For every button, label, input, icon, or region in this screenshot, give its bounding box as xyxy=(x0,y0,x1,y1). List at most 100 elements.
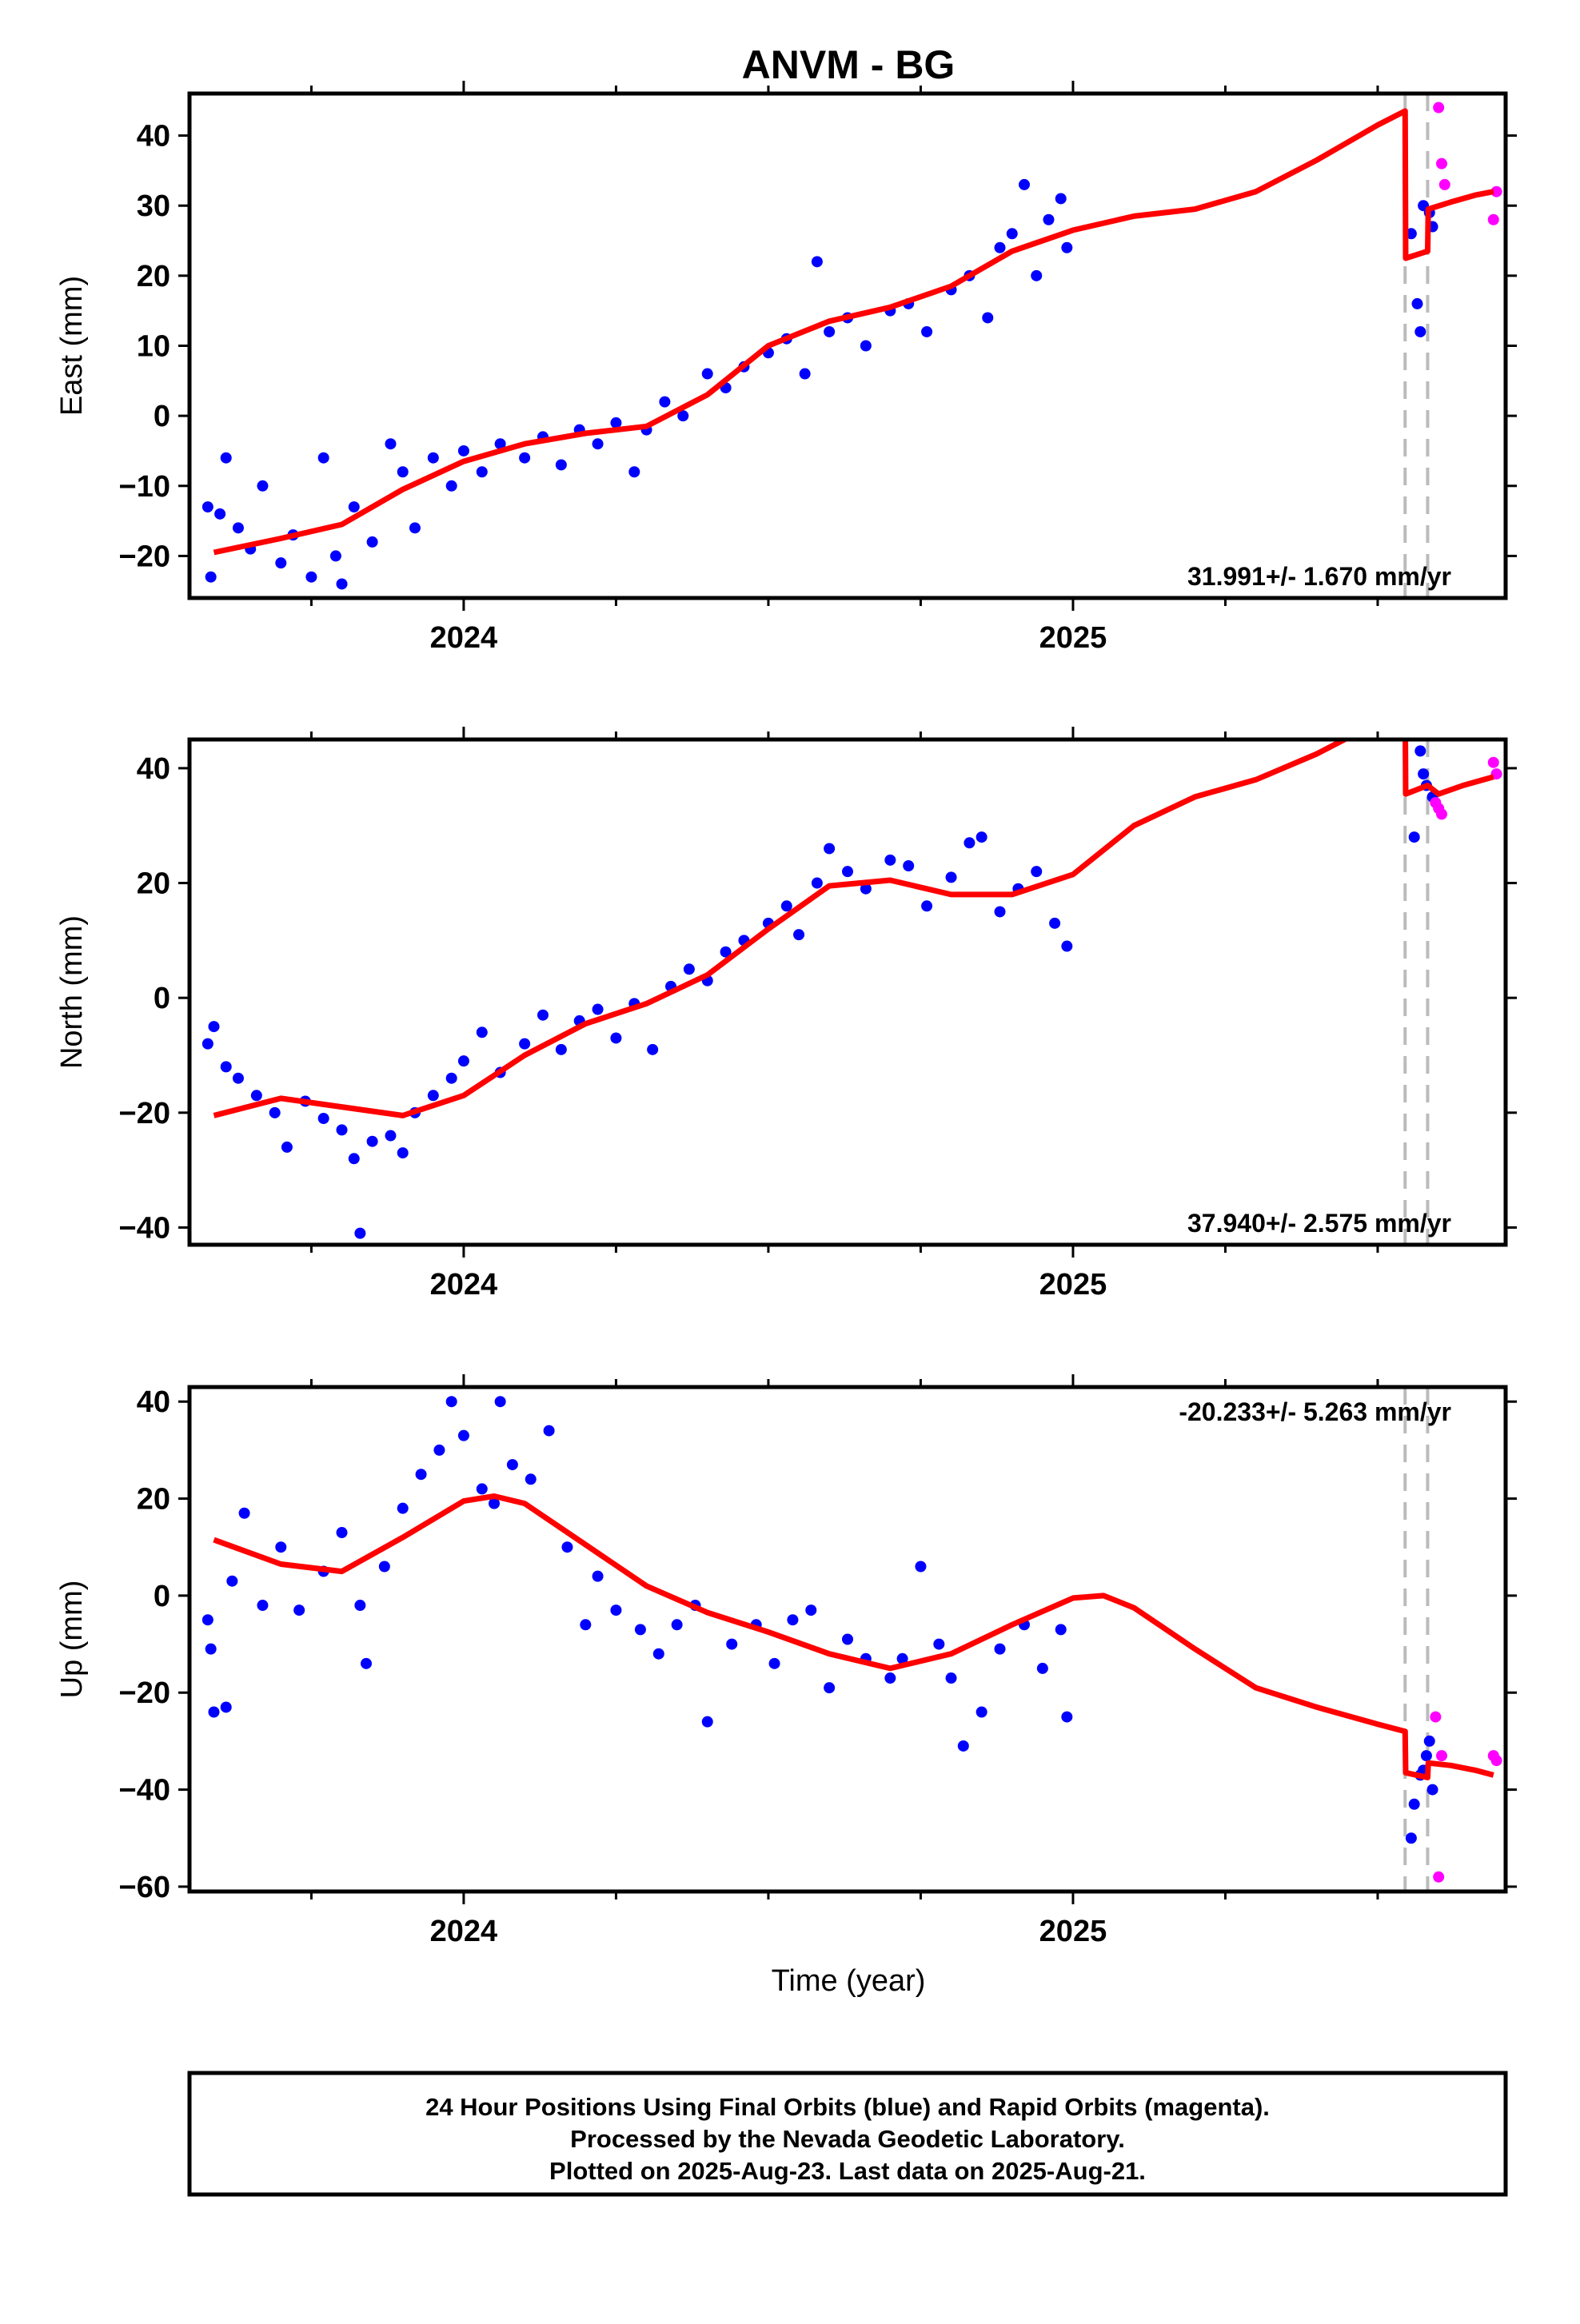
velocity-rate-label: -20.233+/- 5.263 mm/yr xyxy=(1179,1397,1451,1426)
final-orbit-point xyxy=(860,340,872,352)
final-orbit-point xyxy=(205,1643,217,1655)
final-orbit-point xyxy=(976,1706,988,1718)
final-orbit-point xyxy=(1408,831,1420,843)
final-orbit-point xyxy=(634,1624,646,1636)
final-orbit-point xyxy=(555,459,567,471)
y-axis-label: North (mm) xyxy=(55,915,89,1069)
final-orbit-point xyxy=(476,1483,488,1495)
y-tick-label: 0 xyxy=(154,982,170,1015)
final-orbit-point xyxy=(214,508,226,520)
final-orbit-point xyxy=(1006,228,1018,240)
final-orbit-point xyxy=(903,860,915,871)
final-orbit-point xyxy=(793,929,805,941)
final-orbit-point xyxy=(799,368,811,380)
y-tick-label: −10 xyxy=(119,470,170,504)
panels: −20 −10 0 10 20 30 40 2024 2025 East (mm) 31.991+/… xyxy=(55,81,1517,1948)
final-orbit-point xyxy=(1423,1735,1435,1747)
final-orbit-point xyxy=(476,466,488,478)
y-axis-label: Up (mm) xyxy=(55,1581,89,1699)
final-orbit-point xyxy=(860,883,872,895)
x-tick-label: 2025 xyxy=(1039,621,1107,655)
final-orbit-point xyxy=(238,1507,250,1519)
data-points xyxy=(201,102,1502,590)
velocity-rate-label: 31.991+/- 1.670 mm/yr xyxy=(1187,562,1451,591)
final-orbit-point xyxy=(720,946,732,958)
final-orbit-point xyxy=(457,444,469,456)
final-orbit-point xyxy=(726,1638,738,1650)
final-orbit-point xyxy=(494,1396,506,1408)
rapid-orbit-point xyxy=(1433,1871,1445,1883)
x-axis-label: Time (year) xyxy=(772,1964,926,1998)
x-tick-label: 2024 xyxy=(430,1915,498,1948)
panel-frame xyxy=(187,91,1508,600)
footer-frame xyxy=(187,2071,1508,2197)
x-tick-label: 2024 xyxy=(430,1268,498,1302)
final-orbit-point xyxy=(896,1652,908,1664)
y-tick-label: −20 xyxy=(119,1676,170,1710)
final-orbit-point xyxy=(1426,1784,1438,1796)
final-orbit-point xyxy=(957,1740,969,1752)
rapid-orbit-point xyxy=(1487,756,1499,768)
y-tick-label: −20 xyxy=(119,540,170,573)
final-orbit-point xyxy=(884,854,896,866)
rapid-orbit-point xyxy=(1438,178,1450,190)
final-orbit-point xyxy=(269,1106,281,1118)
final-orbit-point xyxy=(489,1497,501,1509)
final-orbit-point xyxy=(1055,1624,1067,1636)
final-orbit-point xyxy=(683,963,695,975)
final-orbit-point xyxy=(525,1473,537,1485)
final-orbit-point xyxy=(787,1614,799,1626)
final-orbit-point xyxy=(378,1561,390,1573)
model-curve xyxy=(213,1493,1494,1780)
final-orbit-point xyxy=(409,522,421,534)
final-orbit-point xyxy=(915,1561,927,1573)
rapid-orbit-point xyxy=(1490,768,1502,780)
final-orbit-point xyxy=(457,1429,469,1441)
rapid-orbit-point xyxy=(1487,213,1499,225)
final-orbit-point xyxy=(494,438,506,450)
final-orbit-point xyxy=(445,480,457,492)
final-orbit-point xyxy=(1049,917,1061,929)
y-tick-label: 40 xyxy=(137,752,170,786)
final-orbit-point xyxy=(220,1701,232,1713)
final-orbit-point xyxy=(933,1638,945,1650)
final-orbit-point xyxy=(457,1055,469,1067)
final-orbit-point xyxy=(205,571,217,583)
final-orbit-point xyxy=(257,480,269,492)
final-orbit-point xyxy=(884,1672,896,1684)
final-orbit-point xyxy=(1061,940,1073,952)
final-orbit-point xyxy=(305,571,317,583)
final-orbit-point xyxy=(610,1604,622,1616)
final-orbit-point xyxy=(824,325,836,337)
final-orbit-point xyxy=(317,452,329,464)
rapid-orbit-point xyxy=(1435,808,1447,820)
final-orbit-point xyxy=(293,1604,305,1616)
rapid-orbit-point xyxy=(1490,1755,1502,1767)
final-orbit-point xyxy=(427,1090,439,1102)
velocity-rate-label: 37.940+/- 2.575 mm/yr xyxy=(1187,1209,1451,1238)
x-tick-label: 2025 xyxy=(1039,1268,1107,1302)
final-orbit-point xyxy=(1405,1832,1417,1844)
final-orbit-point xyxy=(385,1130,397,1142)
final-orbit-point xyxy=(232,1072,244,1084)
final-orbit-point xyxy=(1061,1711,1073,1723)
final-orbit-point xyxy=(201,1038,213,1050)
final-orbit-point xyxy=(805,1604,817,1616)
final-orbit-point xyxy=(994,241,1006,253)
final-orbit-point xyxy=(1411,297,1423,309)
y-tick-label: 40 xyxy=(137,1385,170,1419)
final-orbit-point xyxy=(336,1527,348,1539)
final-orbit-point xyxy=(208,1021,220,1033)
final-orbit-point xyxy=(360,1657,372,1669)
final-orbit-point xyxy=(652,1648,664,1660)
final-orbit-point xyxy=(250,1090,262,1102)
final-orbit-point xyxy=(385,438,397,450)
y-tick-label: 20 xyxy=(137,1483,170,1517)
footer-line-2: Processed by the Nevada Geodetic Laborat… xyxy=(570,2125,1125,2153)
final-orbit-point xyxy=(336,1124,348,1136)
final-orbit-point xyxy=(659,396,671,408)
final-orbit-point xyxy=(397,1147,409,1159)
final-orbit-point xyxy=(561,1541,573,1553)
y-tick-label: −40 xyxy=(119,1211,170,1245)
